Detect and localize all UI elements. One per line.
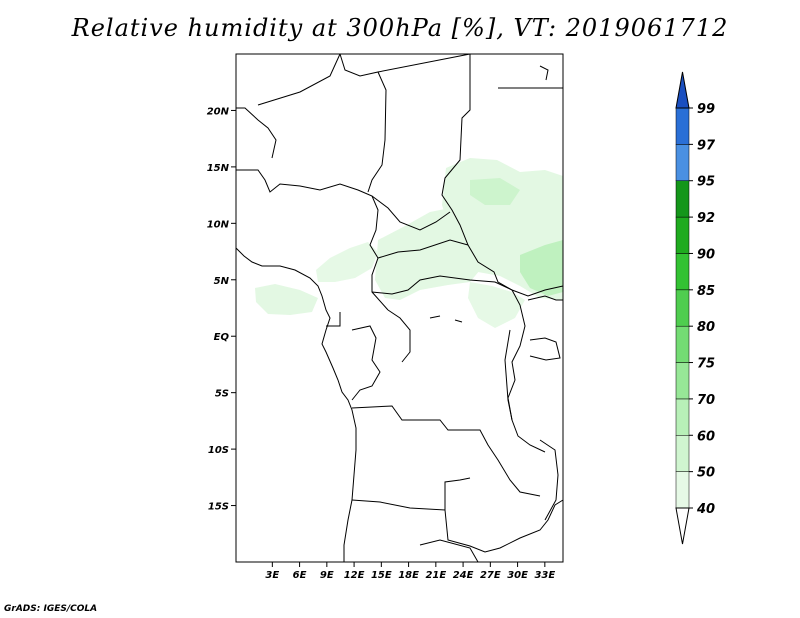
map-frame [235, 53, 564, 563]
country-borders [235, 53, 564, 563]
humidity-shading [255, 158, 563, 328]
colorbar-label: 80 [697, 320, 715, 335]
colorbar-low-triangle [675, 507, 690, 545]
lon-tick-label: 15E [371, 570, 392, 581]
colorbar-box [675, 253, 690, 291]
colorbar-box [675, 435, 690, 472]
colorbar-high-triangle [675, 71, 690, 109]
lon-tick-label: 9E [320, 570, 334, 581]
colorbar-box [675, 398, 690, 436]
colorbar-label: 60 [697, 429, 715, 444]
colorbar-box [675, 107, 690, 145]
lat-tick-label: 5N [214, 276, 230, 287]
colorbar-box [675, 325, 690, 363]
lat-tick-label: 15N [207, 163, 230, 174]
lat-tick-label: 10S [208, 445, 229, 456]
humidity-area-central [375, 208, 480, 300]
colorbar-box [675, 144, 690, 181]
humidity-core-east [520, 240, 563, 296]
colorbar-box [675, 362, 690, 400]
humidity-area-nigeria [316, 242, 378, 282]
colorbar-label: 40 [696, 502, 715, 517]
lat-tick-label: 5S [215, 389, 229, 400]
lon-tick-label: 21E [425, 570, 446, 581]
longitude-axis: 3E 6E 9E 12E 15E 18E 21E 24E 27E 30E 33E [265, 562, 555, 581]
colorbar-box [675, 216, 690, 254]
lon-tick-label: 18E [398, 570, 419, 581]
humidity-area-congo-north [468, 282, 525, 328]
lon-tick-label: 6E [293, 570, 307, 581]
colorbar-label: 75 [697, 357, 715, 372]
lon-tick-label: 24E [453, 570, 474, 581]
colorbar-label: 85 [697, 284, 715, 299]
colorbar-label: 90 [697, 247, 715, 262]
colorbar-label: 97 [697, 138, 716, 153]
humidity-area-gulf-guinea [255, 284, 318, 315]
colorbar-box [675, 471, 690, 509]
lon-tick-label: 3E [265, 570, 279, 581]
colorbar: 40 50 60 70 75 80 85 90 92 95 97 99 [675, 71, 716, 545]
colorbar-label: 99 [697, 102, 715, 117]
lon-tick-label: 27E [480, 570, 501, 581]
colorbar-label: 92 [697, 211, 715, 226]
humidity-core-north [470, 178, 520, 205]
lon-tick-label: 30E [507, 570, 528, 581]
latitude-axis: 20N 15N 10N 5N EQ 5S 10S 15S [207, 106, 236, 513]
chart-title: Relative humidity at 300hPa [%], VT: 201… [71, 14, 729, 42]
lat-tick-label: EQ [214, 332, 230, 343]
grads-credit: GrADS: IGES/COLA [4, 604, 98, 614]
lon-tick-label: 12E [344, 570, 365, 581]
colorbar-box [675, 289, 690, 327]
lat-tick-label: 10N [207, 219, 230, 230]
lat-tick-label: 15S [208, 502, 229, 513]
colorbar-label: 70 [697, 393, 715, 408]
lat-tick-label: 20N [207, 106, 230, 117]
colorbar-label: 95 [697, 175, 715, 190]
lon-tick-label: 33E [534, 570, 555, 581]
colorbar-box [675, 180, 690, 218]
colorbar-label: 50 [697, 466, 715, 481]
